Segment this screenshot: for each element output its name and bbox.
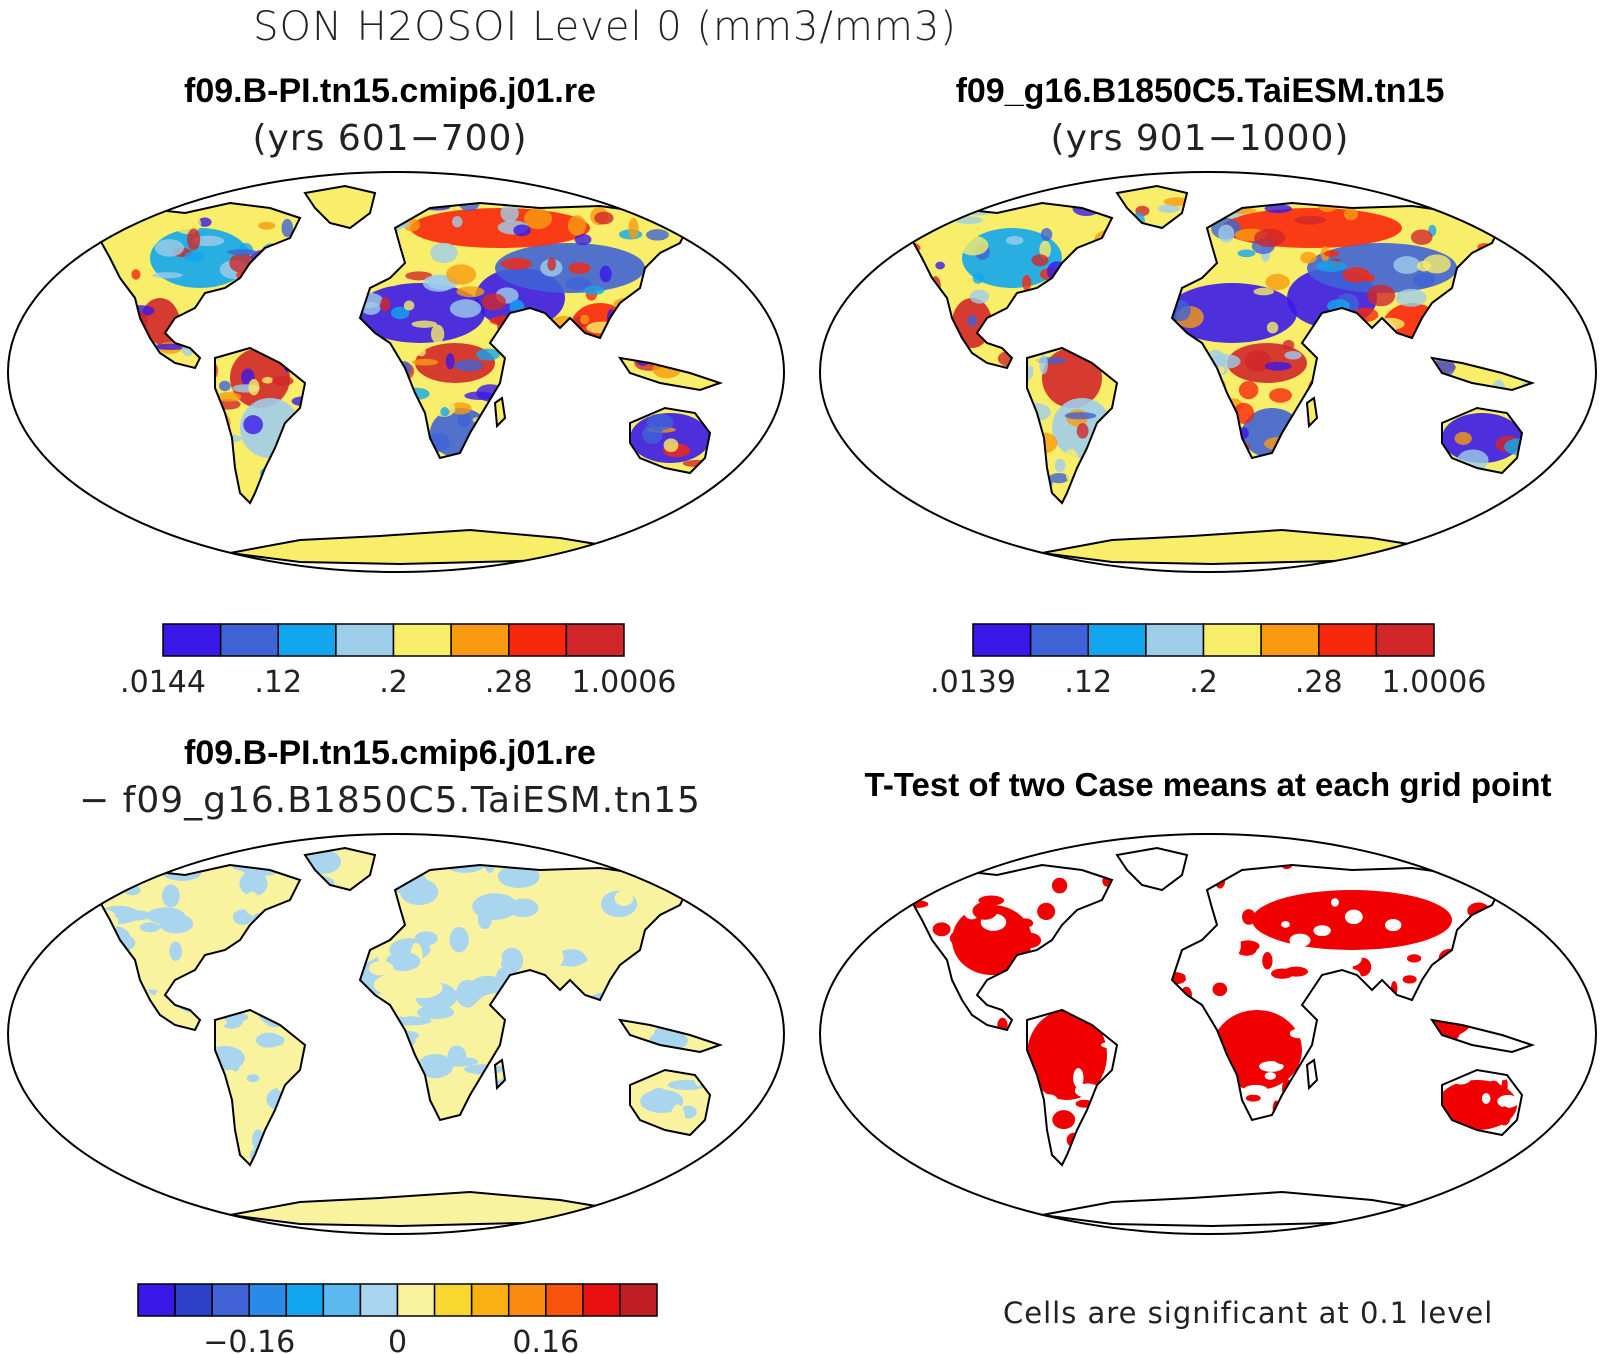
panel1-subtitle: (yrs 601−700) xyxy=(252,118,528,159)
colorbar-swatch xyxy=(545,1283,584,1317)
colorbar-tick-label: .0144 xyxy=(120,665,206,700)
colorbar-swatch xyxy=(1087,623,1147,657)
colorbar-tick-label: .2 xyxy=(1189,665,1218,700)
colorbar-swatch xyxy=(565,623,625,657)
panel4-title: T-Test of two Case means at each grid po… xyxy=(864,766,1552,803)
colorbar-swatch xyxy=(396,1283,436,1317)
colorbar-swatch xyxy=(359,1283,399,1317)
colorbar-tick-label: .12 xyxy=(1064,665,1112,700)
colorbar-tick-label: −0.16 xyxy=(203,1325,295,1354)
colorbar-tick-label: .28 xyxy=(485,665,533,700)
colorbar-swatch xyxy=(1145,623,1205,657)
colorbar-swatch xyxy=(322,1283,362,1317)
colorbar-swatch xyxy=(450,623,510,657)
colorbar-tick-label: 1.0006 xyxy=(1382,665,1487,700)
panel4-map xyxy=(819,833,1597,1235)
panel2-map xyxy=(819,171,1597,573)
panel2-title: f09_g16.B1850C5.TaiESM.tn15 xyxy=(955,72,1445,110)
colorbar-tick-label: 0 xyxy=(388,1325,407,1354)
colorbar-swatch xyxy=(619,1283,658,1317)
panel2-colorbar: .0139 .12 .2 .28 1.0006 xyxy=(930,623,1487,700)
colorbar-swatch xyxy=(174,1283,213,1317)
colorbar-swatch xyxy=(137,1283,176,1317)
panel3-title: f09.B-PI.tn15.cmip6.j01.re xyxy=(184,734,596,772)
colorbar-tick-label: .0139 xyxy=(930,665,1016,700)
panel1-colorbar: .0144 .12 .2 .28 1.0006 xyxy=(120,623,677,700)
panel3-subtitle: − f09_g16.B1850C5.TaiESM.tn15 xyxy=(79,780,701,821)
colorbar-swatch xyxy=(277,623,337,657)
colorbar-swatch xyxy=(392,623,452,657)
colorbar-swatch xyxy=(582,1283,621,1317)
colorbar-swatch xyxy=(508,623,568,657)
colorbar-tick-label: .2 xyxy=(379,665,408,700)
colorbar-swatch xyxy=(1029,623,1089,657)
colorbar-swatch xyxy=(1375,623,1435,657)
panel4-footnote: Cells are significant at 0.1 level xyxy=(1003,1296,1494,1330)
colorbar-swatch xyxy=(335,623,395,657)
colorbar-swatch xyxy=(1260,623,1320,657)
panel2-subtitle: (yrs 901−1000) xyxy=(1050,118,1350,159)
colorbar-swatch xyxy=(285,1283,325,1317)
figure-title: SON H2OSOI Level 0 (mm3/mm3) xyxy=(253,4,957,50)
colorbar-tick-label: .12 xyxy=(254,665,302,700)
colorbar-swatch xyxy=(1318,623,1378,657)
colorbar-swatch xyxy=(248,1283,288,1317)
colorbar-swatch xyxy=(507,1283,547,1317)
colorbar-tick-label: .28 xyxy=(1295,665,1343,700)
colorbar-swatch xyxy=(1202,623,1262,657)
colorbar-swatch xyxy=(219,623,279,657)
colorbar-swatch xyxy=(211,1283,250,1317)
panel3-map xyxy=(7,833,785,1235)
colorbar-swatch xyxy=(972,623,1032,657)
colorbar-tick-label: 1.0006 xyxy=(572,665,677,700)
panel3-colorbar: −0.16 0 0.16 xyxy=(137,1283,658,1354)
colorbar-tick-label: 0.16 xyxy=(512,1325,579,1354)
panel1-title: f09.B-PI.tn15.cmip6.j01.re xyxy=(184,72,596,110)
colorbar-swatch xyxy=(470,1283,510,1317)
colorbar-swatch xyxy=(162,623,222,657)
panel1-map xyxy=(7,171,785,573)
colorbar-swatch xyxy=(433,1283,473,1317)
